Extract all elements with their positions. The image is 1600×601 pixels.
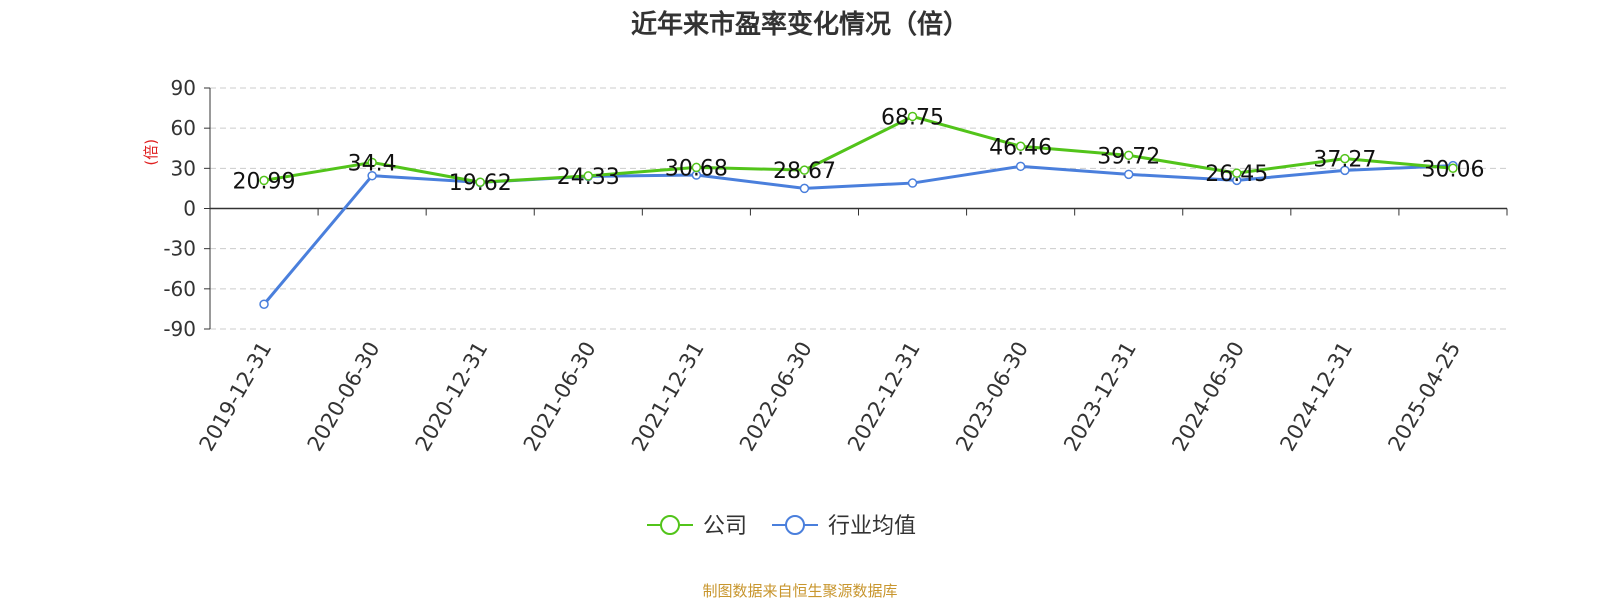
source-note: 制图数据来自恒生聚源数据库 [702,582,898,600]
x-tick-label: 2022-06-30 [735,338,817,456]
data-label: 26.45 [1205,162,1268,187]
data-label: 28.67 [773,159,836,184]
y-tick-label: 90 [171,76,196,100]
data-label: 37.27 [1313,148,1376,173]
x-tick-label: 2020-12-31 [411,338,493,456]
series-point [1015,161,1026,172]
legend-label: 公司 [703,514,747,539]
x-tick-label: 2020-06-30 [303,338,385,456]
x-tick-label: 2021-12-31 [627,338,709,456]
legend-marker [785,515,805,535]
data-label: 46.46 [989,135,1052,160]
x-tick-label: 2019-12-31 [195,338,277,456]
x-tick-label: 2024-06-30 [1167,338,1249,456]
series-line [263,114,1454,184]
x-tick-label: 2023-12-31 [1059,338,1141,456]
x-tick-label: 2022-12-31 [843,338,925,456]
series-point [475,177,485,187]
data-label: 30.06 [1421,157,1484,182]
data-label: 24.33 [557,165,620,190]
series-point [1340,165,1350,176]
series-point [259,175,269,186]
chart-title: 近年来市盈率变化情况（倍） [630,10,969,40]
series-point [799,183,810,194]
x-tick-label: 2023-06-30 [951,338,1033,456]
y-axis-label: (倍) [142,139,160,166]
x-tick-label: 2025-04-25 [1383,338,1465,456]
legend-label: 行业均值 [828,514,916,539]
y-tick-label: 30 [171,156,196,180]
series-point [1015,141,1026,152]
series-point [367,157,377,168]
series-point [583,171,594,181]
series-point [1123,150,1134,161]
x-tick-label: 2021-06-30 [519,338,601,456]
y-tick-label: 60 [171,116,196,140]
y-tick-label: -90 [163,317,196,341]
series-point [907,178,918,188]
y-tick-label: 0 [183,197,196,221]
series-point [1448,163,1458,174]
series-point [907,111,918,122]
series-line [262,164,1454,306]
data-label: 19.62 [449,171,512,196]
y-tick-label: -60 [163,277,196,301]
series-point [691,162,702,173]
series-point [1232,168,1242,178]
legend-marker [660,515,680,535]
data-label: 20.99 [233,169,296,194]
data-label: 39.72 [1097,144,1160,169]
series-point [1340,153,1350,164]
series-point [259,299,269,309]
y-tick-label: -30 [163,237,196,261]
series-point [799,165,810,175]
data-label: 30.68 [665,156,728,181]
data-label: 34.4 [348,151,397,176]
x-tick-label: 2024-12-31 [1275,338,1357,456]
series-point [367,170,377,181]
series-point [1123,169,1134,180]
data-label: 68.75 [881,105,944,130]
